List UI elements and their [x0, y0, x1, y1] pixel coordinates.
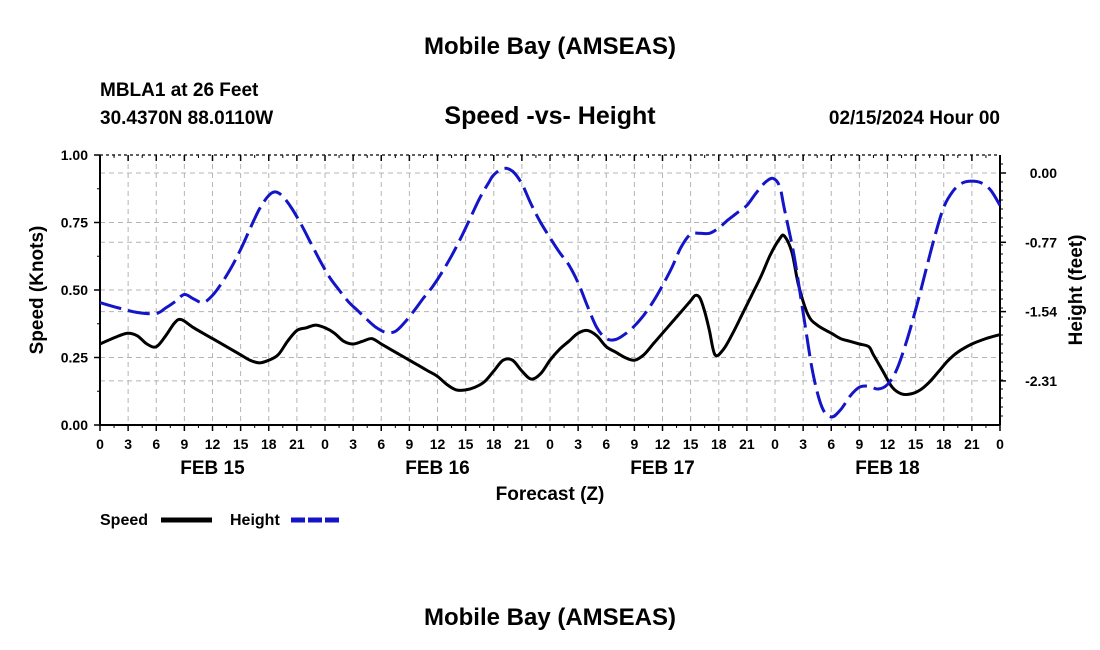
- chart-title: Speed -vs- Height: [444, 102, 656, 130]
- page-title-top: Mobile Bay (AMSEAS): [424, 33, 676, 60]
- y-tick-label: 1.00: [61, 147, 88, 163]
- x-tick-label: 12: [880, 436, 896, 452]
- y2-tick-label: -0.77: [1025, 234, 1057, 250]
- y-tick-label: 0.25: [61, 350, 88, 366]
- x-tick-label: 18: [711, 436, 727, 452]
- y2-tick-label: -1.54: [1025, 304, 1057, 320]
- plot-area: 0 3 6 9 12 15 18 21 0 3 6 9 12 15 18 21 0 3 6 9 12 15 18 21 0 3 6 9…: [61, 147, 1057, 479]
- x-tick-label: 21: [964, 436, 980, 452]
- x-axis-label: Forecast (Z): [496, 484, 605, 505]
- x-tick-label: 0: [96, 436, 104, 452]
- y2-tick-label: -2.31: [1025, 373, 1057, 389]
- x-tick-label: 3: [574, 436, 582, 452]
- y-axis-label: Speed (Knots): [27, 226, 48, 355]
- x-tick-label: 0: [771, 436, 779, 452]
- x-tick-label: 21: [289, 436, 305, 452]
- x-tick-label: 18: [486, 436, 502, 452]
- x-tick-label: 15: [458, 436, 474, 452]
- x-tick-label: 6: [602, 436, 610, 452]
- legend-label-height: Height: [230, 512, 280, 529]
- coordinates-label: 30.4370N 88.0110W: [100, 108, 273, 129]
- x-tick-label: 21: [739, 436, 755, 452]
- y-tick-label: 0.75: [61, 215, 88, 231]
- x-tick-label: 9: [630, 436, 638, 452]
- x-tick-label: 0: [546, 436, 554, 452]
- x-tick-label: 3: [124, 436, 132, 452]
- y-tick-label: 0.00: [61, 417, 88, 433]
- day-label: FEB 16: [405, 458, 469, 479]
- series-line-speed: [99, 233, 1001, 397]
- forecast-datetime: 02/15/2024 Hour 00: [829, 108, 1000, 129]
- x-tick-label: 18: [936, 436, 952, 452]
- x-tick-label: 9: [855, 436, 863, 452]
- x-tick-label: 6: [152, 436, 160, 452]
- x-tick-label: 21: [514, 436, 530, 452]
- x-tick-label: 6: [377, 436, 385, 452]
- x-tick-label: 3: [349, 436, 357, 452]
- x-tick-label: 0: [321, 436, 329, 452]
- x-tick-label: 12: [205, 436, 221, 452]
- legend: Speed Height: [100, 512, 342, 529]
- x-tick-label: 9: [180, 436, 188, 452]
- page-title-bottom: Mobile Bay (AMSEAS): [424, 604, 676, 631]
- x-tick-label: 15: [233, 436, 249, 452]
- x-tick-label: 18: [261, 436, 277, 452]
- day-label: FEB 15: [180, 458, 245, 479]
- station-label: MBLA1 at 26 Feet: [100, 80, 259, 101]
- x-tick-label: 6: [827, 436, 835, 452]
- x-tick-label: 15: [683, 436, 699, 452]
- day-label: FEB 17: [630, 458, 694, 479]
- x-tick-label: 12: [655, 436, 671, 452]
- x-tick-label: 3: [799, 436, 807, 452]
- x-tick-label: 15: [908, 436, 924, 452]
- series-line-height: [99, 166, 1002, 419]
- day-label: FEB 18: [855, 458, 919, 479]
- x-tick-label: 9: [405, 436, 413, 452]
- x-tick-label: 0: [996, 436, 1004, 452]
- x-tick-label: 12: [430, 436, 446, 452]
- y-tick-label: 0.50: [61, 282, 88, 298]
- legend-label-speed: Speed: [100, 512, 148, 529]
- y2-tick-label: 0.00: [1030, 165, 1057, 181]
- y2-axis-label: Height (feet): [1066, 235, 1087, 346]
